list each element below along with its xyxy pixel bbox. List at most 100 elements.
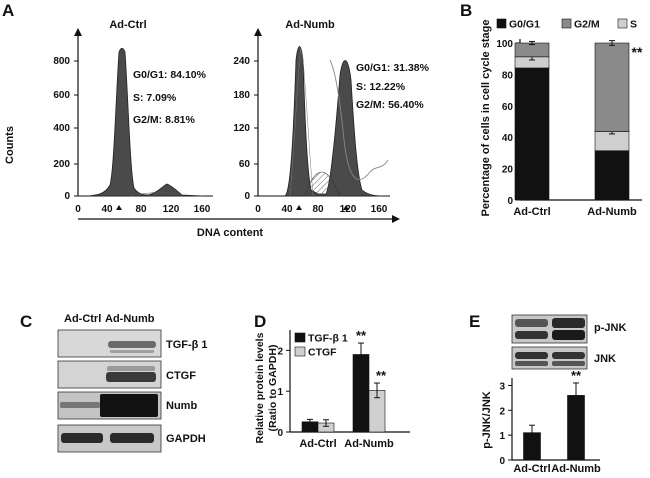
legend-swatch xyxy=(561,18,572,29)
s-phase-hatch xyxy=(304,171,341,197)
legend-label: CTGF xyxy=(308,347,337,359)
y-tick-label: 40 xyxy=(502,133,514,144)
numb-stat-s: S: 12.22% xyxy=(356,81,406,93)
x-category-label: Ad-Numb xyxy=(551,463,601,475)
x-category-label: Ad-Ctrl xyxy=(513,206,550,218)
y-tick: 180 xyxy=(233,90,250,101)
histogram-title-numb: Ad-Numb xyxy=(285,19,335,31)
x-tick: 80 xyxy=(312,204,324,215)
y-tick: 60 xyxy=(239,159,251,170)
y-tick: 0 xyxy=(64,191,70,202)
panel-a-letter: A xyxy=(2,1,14,20)
y-axis-label: Percentage of cells in cell cycle stage xyxy=(480,20,492,217)
numb-stat-g0g1: G0/G1: 31.38% xyxy=(356,62,430,74)
numb-x-ticks: 0 40 80 120 160 xyxy=(255,204,388,215)
histogram-ad-numb: Ad-Numb 0 60 120 180 240 0 40 80 120 160 xyxy=(233,19,429,215)
blot-tgfb1: TGF-β 1 xyxy=(57,329,208,358)
panel-e-letter: E xyxy=(469,312,480,331)
x-tick: 40 xyxy=(281,204,293,215)
significance-marker: ** xyxy=(632,44,643,60)
y-tick-label: 20 xyxy=(502,165,514,176)
blot-label: Numb xyxy=(166,400,197,412)
significance-marker: ** xyxy=(376,368,387,383)
legend-label: G0/G1 xyxy=(509,19,540,31)
y-tick: 0 xyxy=(244,191,250,202)
histogram-title-ctrl: Ad-Ctrl xyxy=(109,19,146,31)
y-tick-label: 1 xyxy=(277,387,283,398)
x-tick: 160 xyxy=(371,204,388,215)
y-tick: 400 xyxy=(53,123,70,134)
histogram-ad-ctrl: Ad-Ctrl 0 200 400 600 800 0 40 80 120 16… xyxy=(53,19,213,215)
ctrl-stat-g0g1: G0/G1: 84.10% xyxy=(133,69,207,81)
legend-swatch xyxy=(294,332,306,343)
y-tick: 600 xyxy=(53,90,70,101)
chart-d-protein-levels: 0 1 2 Ad-Ctrl ** ** Ad-Numb TGF-β 1 CTGF Relative… xyxy=(254,328,410,450)
blot-ctgf: CTGF xyxy=(57,360,196,389)
x-category-label: Ad-Numb xyxy=(587,206,637,218)
legend-swatch xyxy=(496,18,507,29)
y-tick-label: 0 xyxy=(499,456,505,467)
fit-curve xyxy=(329,59,389,180)
numb-y-ticks: 0 60 120 180 240 xyxy=(233,56,258,202)
panel-b-letter: B xyxy=(460,1,472,20)
y-tick-label: 1 xyxy=(499,431,505,442)
bar-segment-g2m xyxy=(594,42,630,132)
panel-d-letter: D xyxy=(254,312,266,331)
y-tick: 800 xyxy=(53,56,70,67)
legend-label: G2/M xyxy=(574,19,600,31)
legend-label: S xyxy=(630,19,637,31)
x-tick: 0 xyxy=(255,204,261,215)
ctrl-histogram-trace xyxy=(87,47,204,197)
blot-gapdh: GAPDH xyxy=(57,424,206,453)
x-category-label: Ad-Ctrl xyxy=(299,438,336,450)
ctrl-stat-s: S: 7.09% xyxy=(133,92,177,104)
y-axis-label: p-JNK/JNK xyxy=(481,391,493,449)
x-tick: 120 xyxy=(340,204,357,215)
y-tick-label: 2 xyxy=(277,346,283,357)
chart-e-pjnk-ratio: 0 1 2 3 Ad-Ctrl Ad-Numb ** p-JNK/JNK xyxy=(481,368,601,475)
numb-stat-g2m: G2/M: 56.40% xyxy=(356,99,424,111)
x-category-label: Ad-Ctrl xyxy=(513,463,550,475)
ctrl-y-ticks: 0 200 400 600 800 xyxy=(53,56,78,202)
y-axis-label-2: (Ratio to GAPDH) xyxy=(267,345,279,432)
y-tick-label: 0 xyxy=(277,428,283,439)
x-tick: 120 xyxy=(163,204,180,215)
lane-label-ctrl: Ad-Ctrl xyxy=(64,313,101,325)
legend-label: TGF-β 1 xyxy=(308,333,348,345)
ctrl-stat-g2m: G2/M: 8.81% xyxy=(133,114,196,126)
blot-label: p-JNK xyxy=(594,322,626,334)
bar-segment-g2m xyxy=(514,42,550,58)
blot-label: TGF-β 1 xyxy=(166,339,208,351)
lane-label-numb: Ad-Numb xyxy=(105,313,155,325)
a-x-axis-label: DNA content xyxy=(197,227,264,239)
significance-marker: ** xyxy=(571,368,582,383)
a-y-axis-label: Counts xyxy=(4,126,16,164)
y-tick-label: 80 xyxy=(502,70,514,81)
legend-swatch xyxy=(617,18,628,29)
y-tick-label: 0 xyxy=(507,196,513,207)
blot-jnk: JNK xyxy=(511,346,616,370)
x-tick: 160 xyxy=(194,204,211,215)
y-tick-label: 60 xyxy=(502,102,514,113)
x-tick: 40 xyxy=(101,204,113,215)
y-tick-label: 3 xyxy=(499,381,505,392)
x-tick: 0 xyxy=(75,204,81,215)
bar-segment-g0g1 xyxy=(594,150,630,201)
y-tick-label: 100 xyxy=(496,39,513,50)
ctrl-x-ticks: 0 40 80 120 160 xyxy=(75,204,211,215)
blot-label: GAPDH xyxy=(166,433,206,445)
y-axis-label: Relative protein levels xyxy=(254,332,266,443)
x-category-label: Ad-Numb xyxy=(344,438,394,450)
blot-label: JNK xyxy=(594,353,616,365)
y-tick: 240 xyxy=(233,56,250,67)
blot-label: CTGF xyxy=(166,370,196,382)
legend-swatch xyxy=(294,346,306,357)
panel-c-letter: C xyxy=(20,312,32,331)
chart-b-cell-cycle: 0 20 40 60 80 100 Ad-Ctrl Ad-Numb ** G0/G1 G2/M S Pe… xyxy=(480,19,643,219)
blot-numb: Numb xyxy=(57,391,197,420)
y-tick: 200 xyxy=(53,159,70,170)
blot-pjnk: p-JNK xyxy=(511,314,626,344)
bar-segment-s xyxy=(594,131,630,152)
y-tick-label: 2 xyxy=(499,406,505,417)
